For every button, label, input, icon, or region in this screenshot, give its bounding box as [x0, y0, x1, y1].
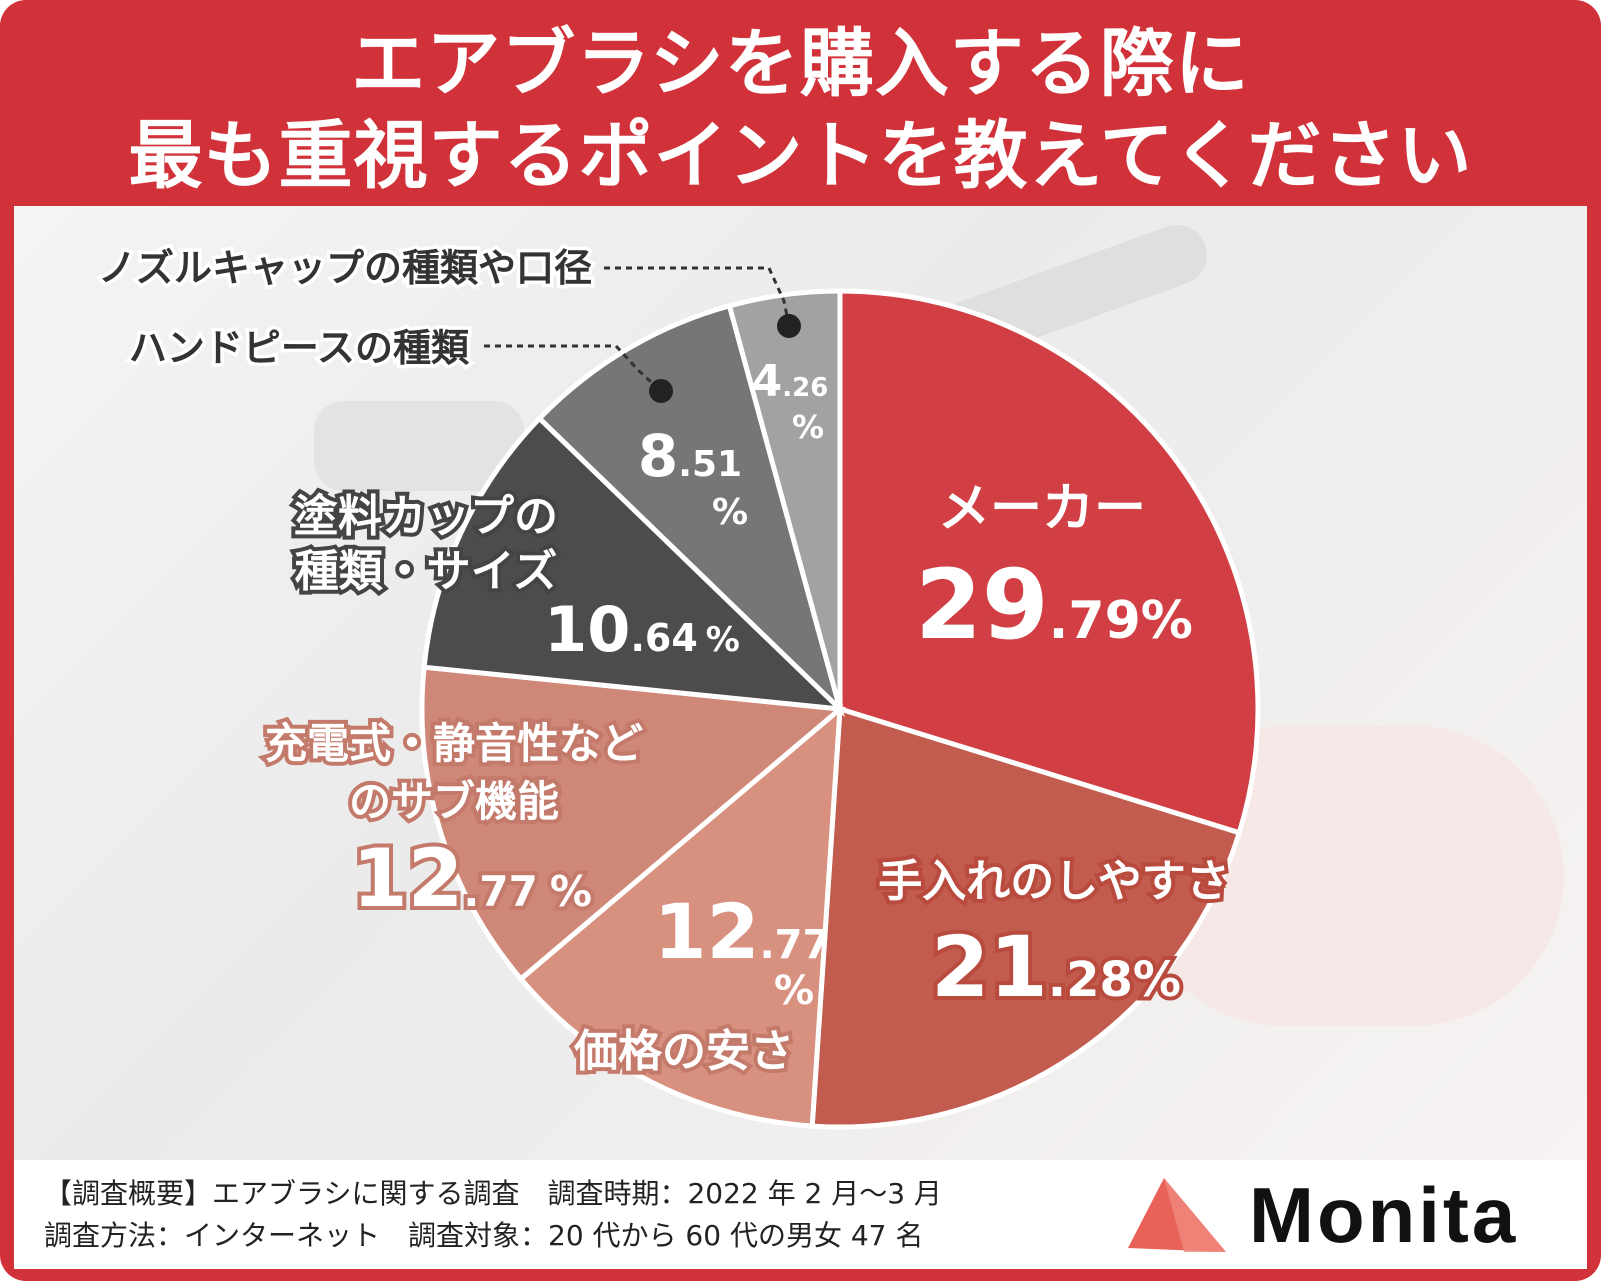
pie-slice-1 — [809, 705, 1243, 1130]
value-nozzle-pct: % — [792, 408, 824, 446]
label-care: 手入れのしやすさ — [878, 856, 1230, 907]
footer: 【調査概要】エアブラシに関する調査 調査時期：2022 年 2 月〜3 月 調査… — [14, 1160, 1587, 1269]
pie-slice-2 — [517, 703, 843, 1129]
survey-summary: 【調査概要】エアブラシに関する調査 調査時期：2022 年 2 月〜3 月 — [44, 1177, 942, 1210]
value-cup: 10.64% — [544, 593, 740, 666]
pie-slice-5 — [535, 302, 845, 718]
leader-nozzle — [604, 266, 791, 327]
title-block: エアブラシを購入する際に 最も重視するポイントを教えてください — [0, 18, 1601, 199]
pie-slice-0 — [837, 288, 1261, 836]
pie-slice-3 — [419, 664, 847, 983]
value-sub: 12.77% — [352, 832, 592, 925]
label-maker: メーカー — [938, 479, 1146, 539]
value-nozzle: 4.26 — [752, 356, 829, 407]
leader-handpiece-dot — [649, 379, 673, 403]
label-cup-line1: 塗料カップの — [294, 491, 558, 542]
label-nozzle: ノズルキャップの種類や口径 — [98, 246, 592, 290]
title-line-2: 最も重視するポイントを教えてください — [128, 113, 1473, 199]
pie-chart: メーカー 手入れのしやすさ 価格の安さ 充電式・静音性など のサブ機能 塗料カッ… — [94, 243, 1261, 1130]
value-price: 12.77 — [654, 887, 831, 976]
label-price: 価格の安さ — [573, 1026, 794, 1077]
value-handpiece-pct: % — [712, 492, 748, 533]
pie-slice-6 — [726, 288, 843, 710]
background-airbrush-cup — [314, 401, 524, 491]
label-sub-line2: のサブ機能 — [349, 777, 559, 826]
value-price-pct: % — [774, 968, 814, 1014]
chart-panel: メーカー 手入れのしやすさ 価格の安さ 充電式・静音性など のサブ機能 塗料カッ… — [14, 206, 1587, 1160]
monita-logo: Monita — [1249, 1171, 1519, 1259]
label-cup-line2: 種類・サイズ — [295, 546, 558, 597]
label-handpiece: ハンドピースの種類 — [129, 326, 470, 370]
leader-handpiece — [484, 344, 663, 393]
value-handpiece: 8.51 — [638, 422, 742, 490]
leader-nozzle-dot — [777, 314, 801, 338]
survey-method: 調査方法：インターネット 調査対象：20 代から 60 代の男女 47 名 — [44, 1219, 924, 1252]
value-maker: 29.79% — [915, 549, 1193, 661]
pie-slice-4 — [421, 414, 847, 713]
monita-logo-icon — [1128, 1178, 1226, 1252]
label-sub-line1: 充電式・静音性など — [265, 719, 643, 768]
title-line-1: エアブラシを購入する際に — [351, 21, 1250, 107]
value-care: 21.28% — [931, 918, 1181, 1016]
